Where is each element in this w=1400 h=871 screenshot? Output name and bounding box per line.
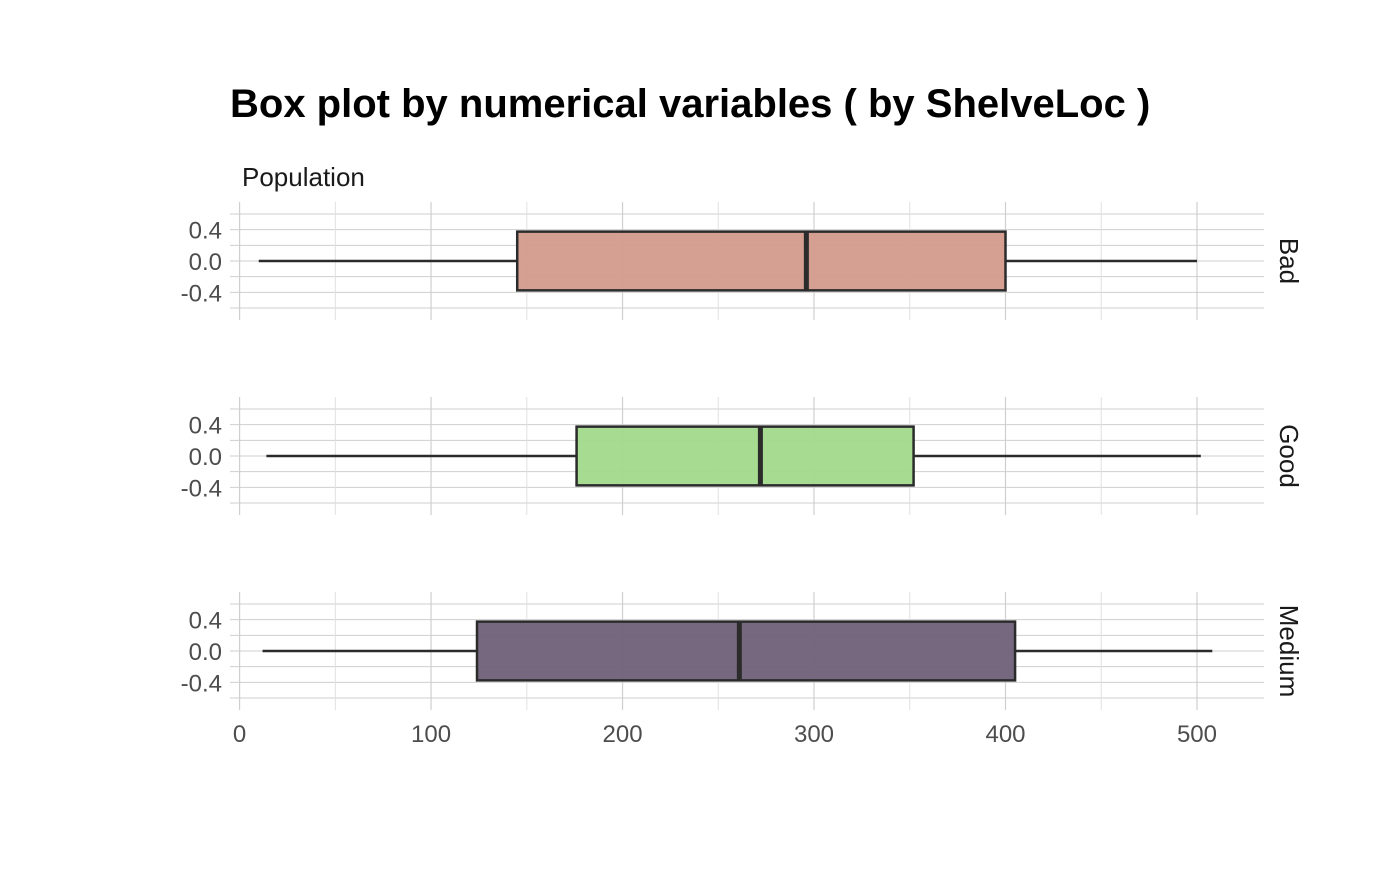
box-good [575, 425, 915, 487]
x-axis: 0 100 200 300 400 500 [233, 721, 1217, 748]
y-tick-label: 0.0 [189, 249, 222, 276]
x-tick-label: 500 [1177, 721, 1217, 748]
strip-label-bad: Bad [1274, 238, 1304, 284]
panels: 0.4 0.0 -0.4 Bad 0.4 0.0 -0.4 Good 0.4 0.0 -0.4 Med… [181, 202, 1304, 710]
x-tick-label: 400 [985, 721, 1025, 748]
panel-good: 0.4 0.0 -0.4 Good [181, 397, 1304, 515]
panel-medium: 0.4 0.0 -0.4 Medium [181, 592, 1304, 710]
box-medium [475, 620, 1017, 682]
x-tick-label: 0 [233, 721, 246, 748]
y-tick-label: 0.4 [189, 608, 222, 635]
facet-variable-label: Population [242, 162, 365, 192]
x-tick-label: 100 [411, 721, 451, 748]
box-bad [515, 230, 1007, 292]
panel-bad: 0.4 0.0 -0.4 Bad [181, 202, 1304, 320]
strip-label-good: Good [1274, 424, 1304, 488]
y-tick-label: 0.0 [189, 444, 222, 471]
y-tick-label: -0.4 [181, 475, 222, 502]
x-tick-label: 300 [794, 721, 834, 748]
x-tick-label: 200 [603, 721, 643, 748]
strip-label-medium: Medium [1274, 605, 1304, 697]
y-tick-label: 0.4 [189, 218, 222, 245]
y-tick-label: -0.4 [181, 670, 222, 697]
y-tick-label: -0.4 [181, 280, 222, 307]
y-tick-label: 0.4 [189, 413, 222, 440]
y-tick-label: 0.0 [189, 639, 222, 666]
chart-title: Box plot by numerical variables ( by She… [230, 82, 1150, 126]
